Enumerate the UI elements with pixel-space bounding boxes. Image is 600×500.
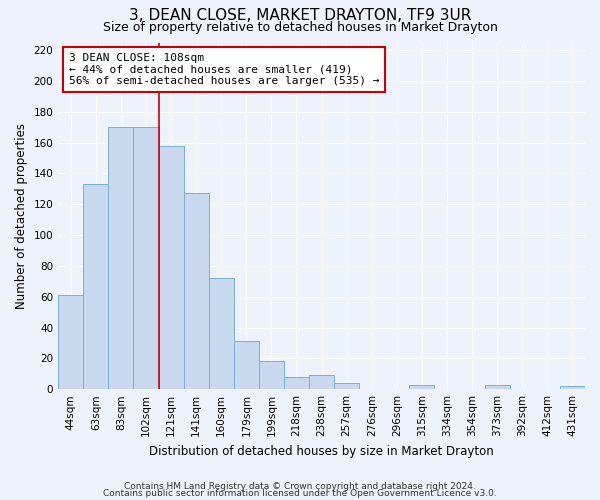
Bar — [409, 384, 434, 389]
Bar — [309, 376, 334, 389]
Bar — [184, 194, 209, 389]
Bar — [109, 127, 133, 389]
Bar — [209, 278, 234, 389]
Text: Contains HM Land Registry data © Crown copyright and database right 2024.: Contains HM Land Registry data © Crown c… — [124, 482, 476, 491]
Bar — [284, 377, 309, 389]
Bar — [259, 362, 284, 389]
Text: 3 DEAN CLOSE: 108sqm
← 44% of detached houses are smaller (419)
56% of semi-deta: 3 DEAN CLOSE: 108sqm ← 44% of detached h… — [69, 53, 379, 86]
Bar — [133, 127, 158, 389]
Bar — [560, 386, 585, 389]
Bar — [58, 295, 83, 389]
Text: 3, DEAN CLOSE, MARKET DRAYTON, TF9 3UR: 3, DEAN CLOSE, MARKET DRAYTON, TF9 3UR — [129, 8, 471, 22]
Text: Contains public sector information licensed under the Open Government Licence v3: Contains public sector information licen… — [103, 490, 497, 498]
Y-axis label: Number of detached properties: Number of detached properties — [15, 123, 28, 309]
Bar — [83, 184, 109, 389]
Text: Size of property relative to detached houses in Market Drayton: Size of property relative to detached ho… — [103, 21, 497, 34]
X-axis label: Distribution of detached houses by size in Market Drayton: Distribution of detached houses by size … — [149, 444, 494, 458]
Bar — [158, 146, 184, 389]
Bar — [234, 342, 259, 389]
Bar — [485, 384, 510, 389]
Bar — [334, 383, 359, 389]
